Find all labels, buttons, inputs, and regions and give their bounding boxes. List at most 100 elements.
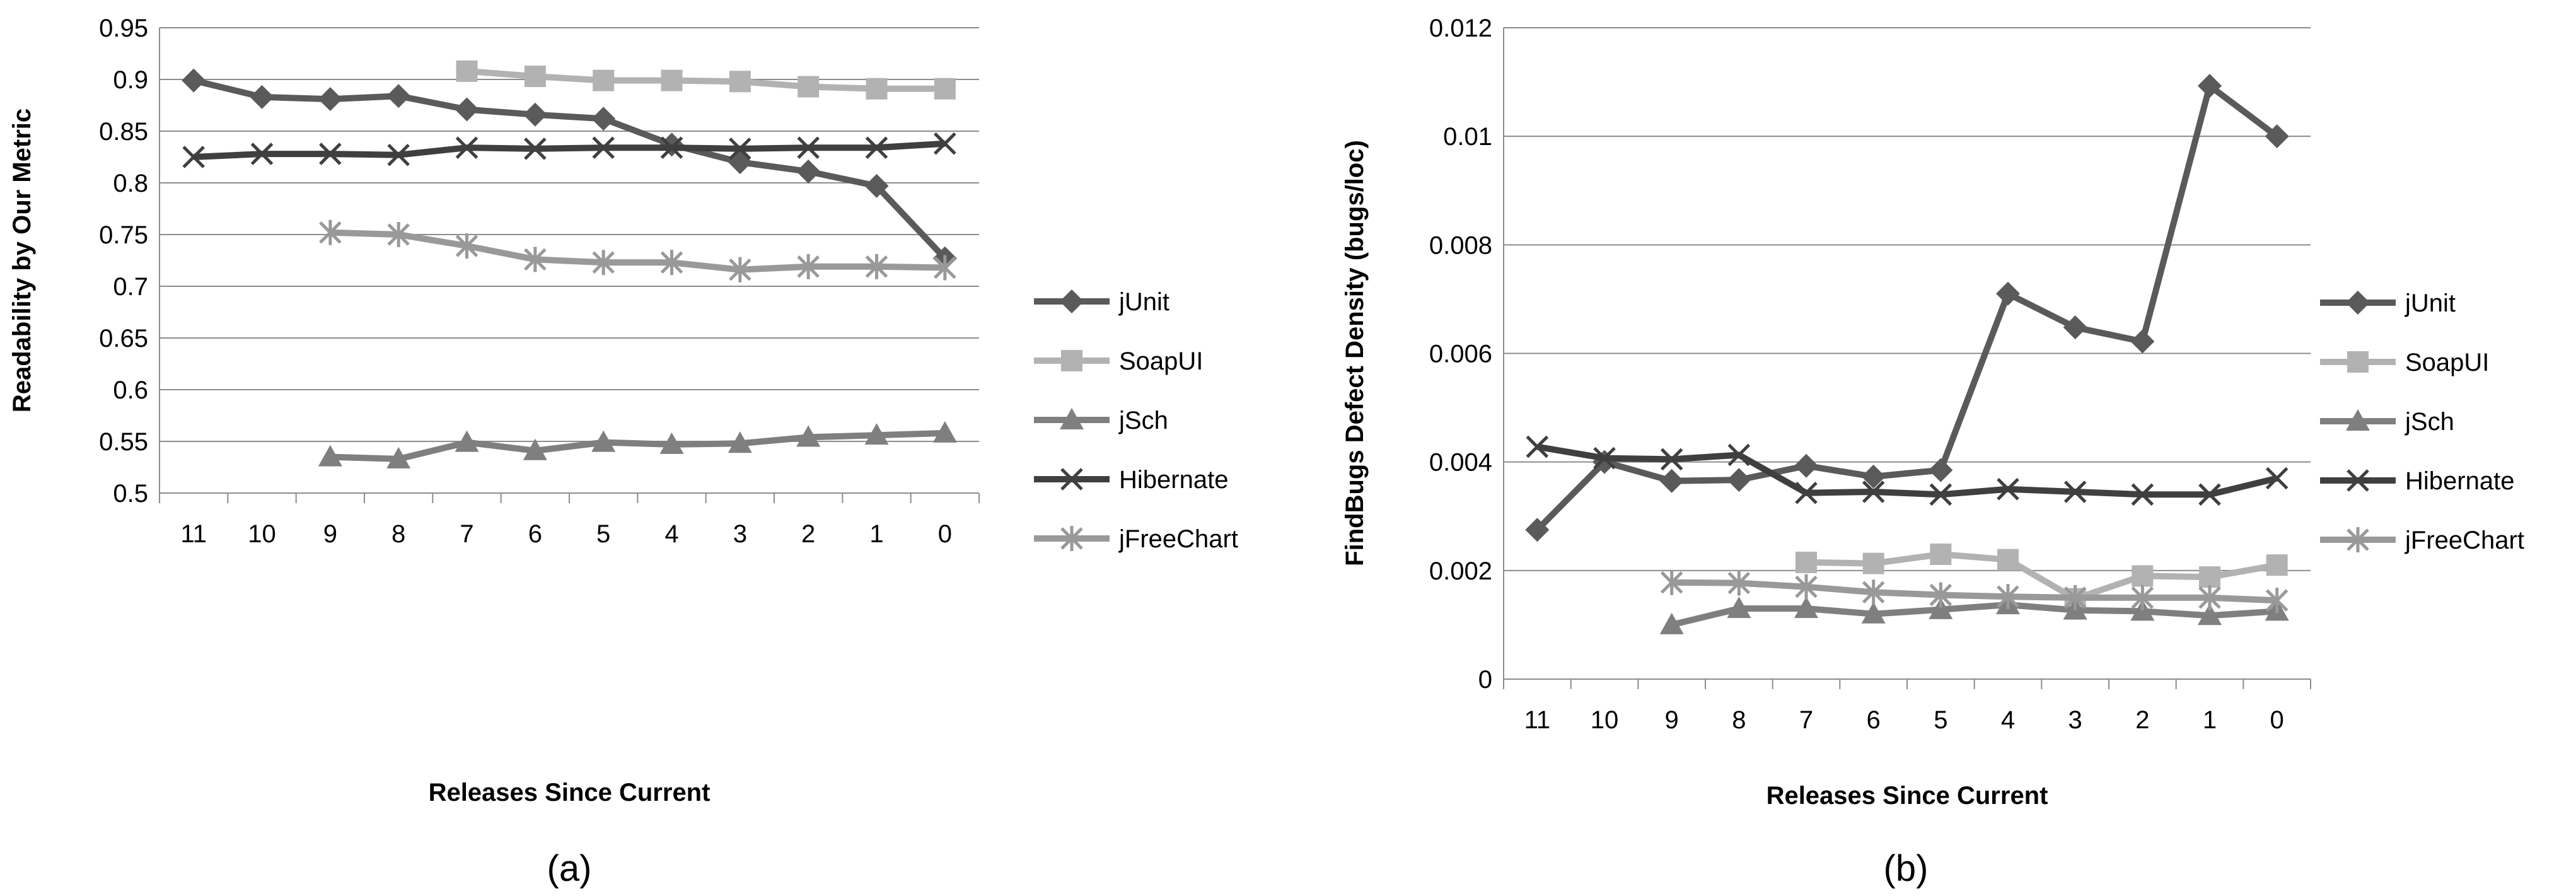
data-point: [1526, 435, 1549, 458]
data-point: [865, 136, 888, 160]
data-point: [1862, 552, 1884, 574]
y-tick-label: 0.65: [99, 325, 148, 352]
data-point: [1794, 453, 1818, 478]
data-point: [798, 76, 820, 98]
series-line: [1535, 83, 2279, 532]
data-point: [729, 257, 751, 282]
data-point: [2063, 480, 2087, 503]
x-tick-label: 2: [801, 520, 815, 548]
y-tick-label: 0: [1478, 666, 1492, 694]
y-tick-label: 0.55: [99, 428, 148, 456]
legend-marker: [1060, 408, 1084, 429]
legend-item-soapui: SoapUI: [2320, 349, 2489, 376]
data-point: [250, 84, 274, 109]
data-point: [2131, 585, 2154, 610]
y-tick-label: 0.9: [113, 66, 148, 94]
y-tick-label: 0.8: [113, 170, 148, 197]
data-point: [865, 253, 888, 279]
x-tick-label: 5: [1934, 706, 1947, 734]
y-tick-label: 0.004: [1429, 449, 1492, 477]
legend-label: Hibernate: [2405, 467, 2514, 495]
data-point: [318, 87, 342, 112]
y-tick-label: 0.85: [99, 118, 148, 146]
x-tick-label: 3: [2068, 706, 2082, 734]
data-point: [2266, 554, 2288, 576]
series-line: [1536, 443, 2278, 498]
data-point: [659, 432, 684, 454]
x-tick-label: 8: [1732, 706, 1746, 734]
legend-item-junit: jUnit: [1034, 288, 1169, 316]
data-point: [660, 136, 683, 160]
legend-label: jFreeChart: [2405, 527, 2524, 554]
legend-item-junit: jUnit: [2320, 289, 2456, 317]
data-point: [2130, 329, 2155, 354]
x-tick-label: 0: [938, 520, 952, 548]
data-point: [1525, 518, 1550, 542]
series-jfreechart: [319, 219, 956, 282]
series-hibernate: [1526, 435, 2289, 506]
data-point: [1593, 446, 1616, 470]
data-point: [523, 102, 547, 127]
data-point: [2131, 483, 2154, 506]
x-tick-label: 1: [2203, 706, 2217, 734]
data-point: [2198, 603, 2222, 625]
data-point: [2198, 585, 2221, 610]
data-point: [387, 143, 410, 166]
series-hibernate: [182, 132, 956, 168]
data-point: [934, 78, 956, 100]
x-tick-label: 6: [528, 520, 542, 548]
data-point: [1659, 612, 1684, 634]
series-jfreechart: [1660, 569, 2289, 614]
series-soapui: [1796, 544, 2288, 610]
series-line: [330, 429, 945, 462]
data-point: [1660, 569, 1683, 595]
legend-label: SoapUI: [2405, 349, 2489, 376]
y-tick-label: 0.012: [1429, 15, 1492, 42]
x-tick-label: 6: [1867, 706, 1881, 734]
data-point: [1659, 468, 1684, 493]
series-soapui: [456, 60, 956, 100]
legend-label: Hibernate: [1119, 466, 1228, 494]
data-point: [729, 71, 751, 93]
data-point: [591, 430, 616, 452]
data-point: [661, 69, 683, 91]
legend-label: jSch: [2405, 408, 2454, 436]
data-point: [1997, 477, 2019, 501]
series-line: [1806, 551, 2278, 602]
data-point: [2198, 483, 2221, 506]
series-line: [1671, 579, 2277, 604]
x-tick-label: 9: [323, 520, 337, 548]
legend-item-hibernate: Hibernate: [2320, 467, 2514, 495]
data-point: [660, 250, 683, 276]
x-tick-label: 4: [2001, 706, 2015, 734]
x-tick-label: 11: [1524, 706, 1551, 734]
data-point: [593, 69, 615, 91]
chart-caption: (b): [1884, 848, 1929, 889]
legend-marker: [2346, 409, 2370, 431]
data-point: [864, 173, 889, 198]
data-point: [1727, 468, 1751, 492]
data-point: [182, 68, 206, 93]
legend-marker: [1061, 350, 1082, 371]
series-junit: [182, 68, 957, 271]
legend-label: jSch: [1118, 407, 1168, 434]
data-point: [797, 136, 820, 160]
data-point: [866, 78, 888, 100]
data-point: [318, 445, 342, 467]
series-line: [330, 229, 945, 273]
x-tick-label: 3: [733, 520, 747, 548]
legend-marker: [2347, 469, 2369, 492]
data-point: [250, 143, 274, 165]
data-point: [455, 233, 479, 259]
data-point: [1929, 458, 1953, 482]
legend-label: jUnit: [2405, 289, 2456, 317]
y-tick-label: 0.75: [99, 221, 148, 249]
legend-item-soapui: SoapUI: [1034, 347, 1203, 375]
data-point: [1862, 579, 1885, 605]
legend-label: jUnit: [1118, 288, 1169, 316]
data-point: [797, 253, 820, 279]
data-point: [796, 159, 821, 183]
data-point: [523, 438, 547, 460]
data-point: [1929, 582, 1952, 608]
